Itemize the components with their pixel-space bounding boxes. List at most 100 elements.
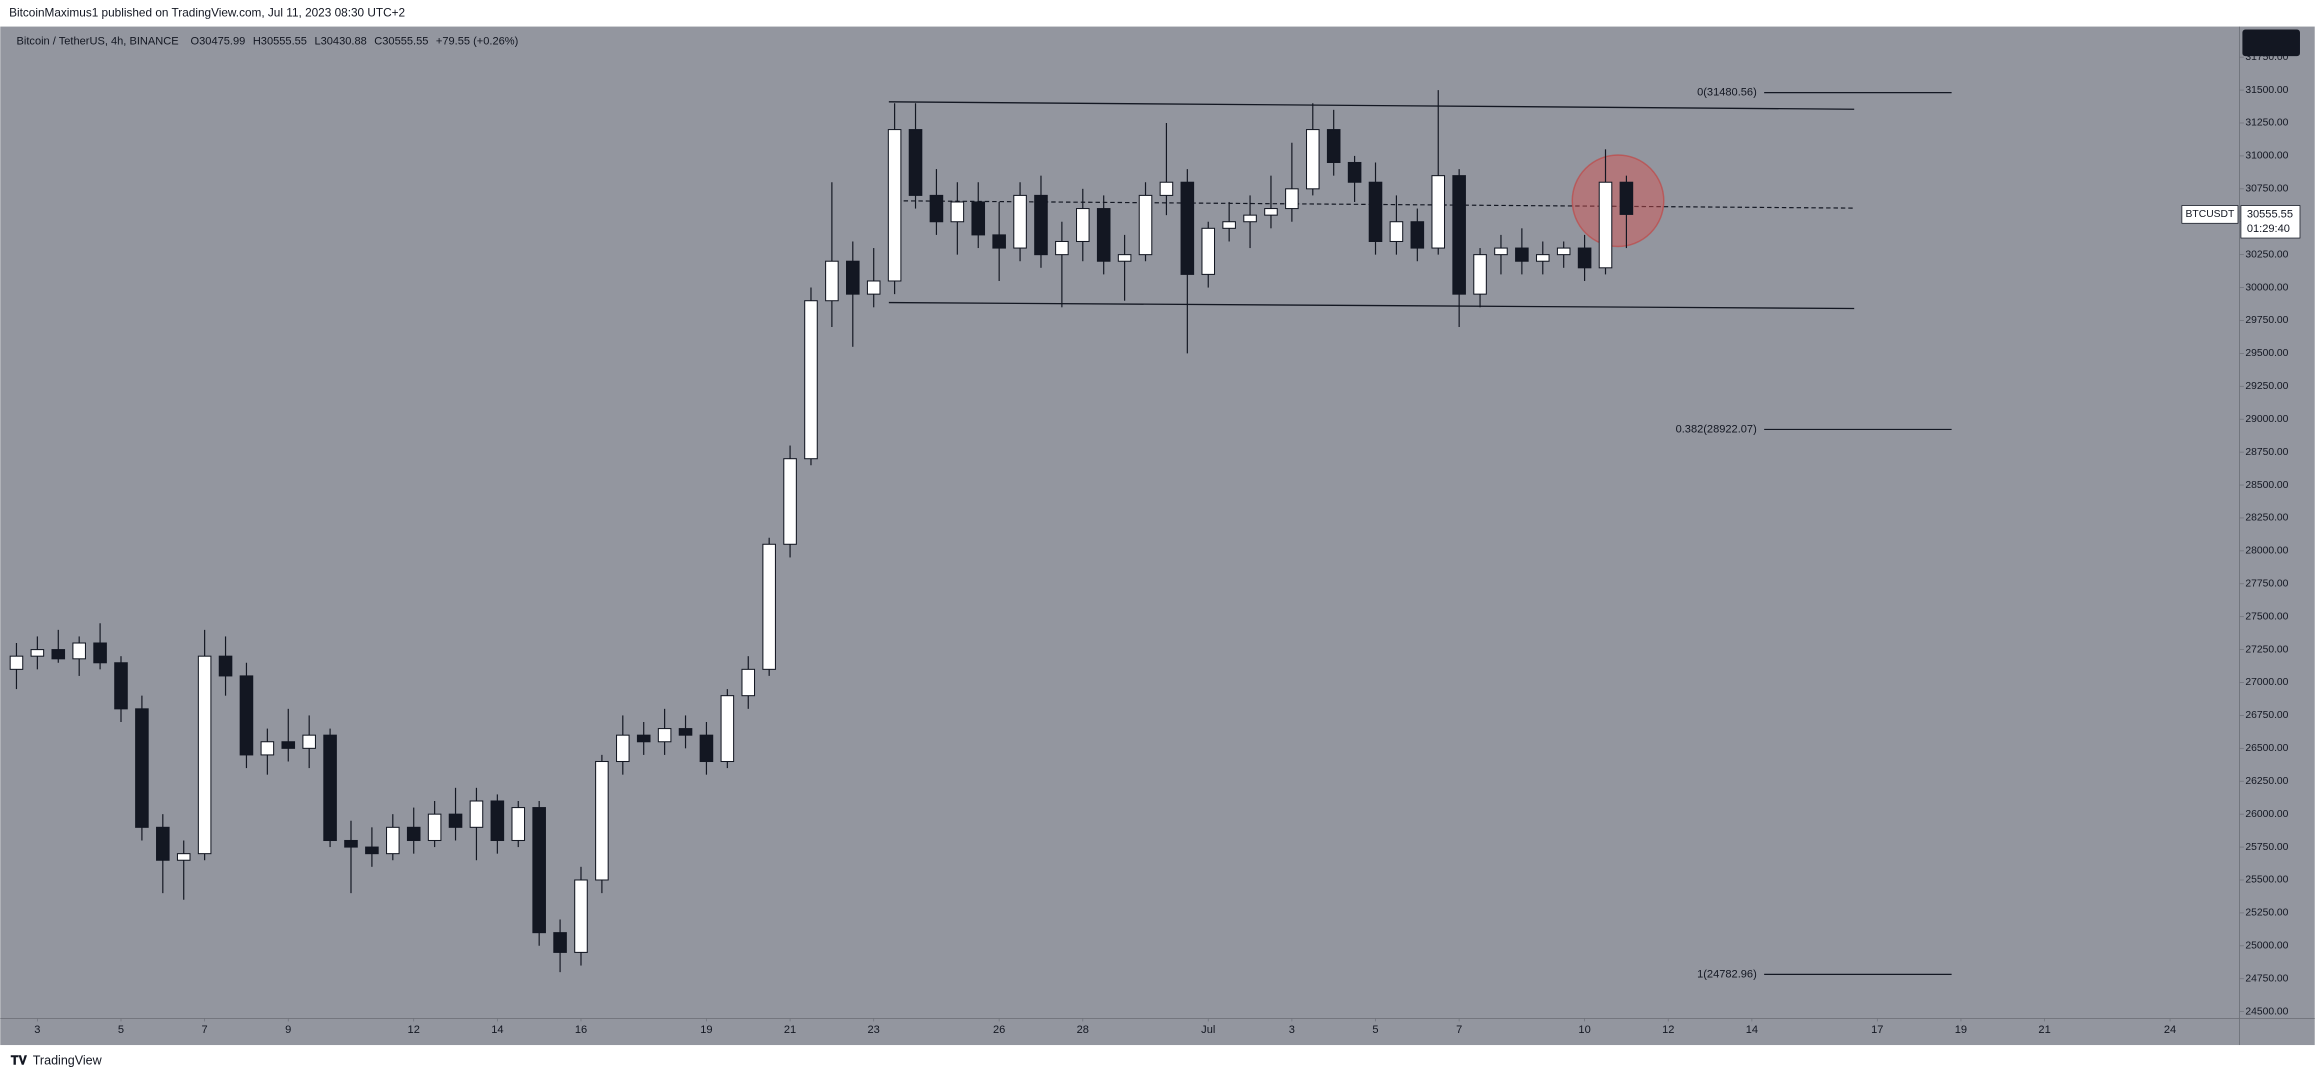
x-tick-label: 28 [1077,1024,1089,1036]
y-tick-label: 24750.00 [2245,973,2288,984]
y-tick-label: 28750.00 [2245,447,2288,458]
candle-body [971,201,986,236]
candle-body [825,260,839,302]
x-tick-label: Jul [1201,1024,1215,1036]
y-tick-label: 26250.00 [2245,776,2288,787]
y-tick-label: 31500.00 [2245,85,2288,96]
candle-body [866,280,881,295]
candle-body [365,846,379,855]
candle-body [30,649,45,657]
candle-body [1243,214,1257,223]
symbol-label: BTCUSDT [2186,209,2235,220]
y-tick-label: 25250.00 [2245,908,2288,919]
candle-body [1473,254,1487,295]
y-tick-label: 24500.00 [2245,1006,2288,1017]
candle-body [846,260,860,295]
candle-body [1347,161,1362,183]
candle-body [469,800,484,828]
marks: 24500.00 24750.00 25000.00 25250.00 25500.00… [9,52,2301,1036]
symbol-label-box [2181,205,2239,224]
y-tick-label: 25750.00 [2245,842,2288,853]
candle-body [93,642,107,664]
candle-body [1577,247,1592,269]
candle-body [1055,240,1069,256]
x-tick-label: 19 [1955,1024,1967,1036]
candle-body [1138,194,1153,256]
x-tick-label: 14 [491,1024,503,1036]
candle-body [532,807,546,934]
chart-background [0,26,2315,1046]
x-tick-label: 21 [2038,1024,2050,1036]
y-tick-label: 30000.00 [2245,282,2288,293]
candle-body [1076,208,1090,242]
candle-body [1494,247,1508,256]
candle-body [908,129,923,196]
candle-body [992,234,1006,249]
candle-body [887,129,902,282]
x-tick-label: 19 [700,1024,712,1036]
y-tick-label: 28500.00 [2245,480,2288,491]
y-tick-label: 28000.00 [2245,546,2288,557]
x-tick-label: 5 [118,1024,124,1036]
symbol: Bitcoin / TetherUS, 4h, BINANCE [17,35,179,47]
candle-body [1180,181,1195,275]
candle-body [783,458,797,545]
ohlc-open: O30475.99 [191,35,246,47]
highlight-circle [1571,154,1665,248]
candle-body [1556,247,1571,256]
candle-body [1619,181,1634,215]
candle-body [1305,129,1320,190]
y-tick-label: 29000.00 [2245,414,2288,425]
toolbar-button[interactable] [2242,29,2300,57]
candle-body [616,734,630,763]
candle-body [9,655,24,670]
candle-body [218,655,233,677]
candle-body [1159,181,1174,196]
y-tick-label: 26750.00 [2245,710,2288,721]
candle-body [1264,208,1278,216]
ohlc-high: H30555.55 [253,35,307,47]
candle-body [1389,221,1404,242]
y-tick-label: 25000.00 [2245,941,2288,952]
candle-body [260,741,275,756]
x-tick-label: 17 [1871,1024,1883,1036]
y-tick-label: 27750.00 [2245,579,2288,590]
x-tick-label: 21 [784,1024,796,1036]
candle-body [1598,181,1613,269]
candle-body [1096,208,1111,262]
candle-body [448,813,463,828]
candle-body [1431,175,1446,249]
symbol-header: Bitcoin / TetherUS, 4h, BINANCE O30475.9… [17,35,519,47]
x-tick-label: 12 [1662,1024,1674,1036]
ohlc-low: L30430.88 [314,35,366,47]
candle-body [281,741,296,749]
candle-body [636,734,651,743]
candle-body [1515,247,1529,262]
y-tick-label: 26500.00 [2245,743,2288,754]
x-tick-label: 14 [1746,1024,1758,1036]
candle-body [699,734,714,763]
candle-body [553,932,567,953]
candle-body [490,800,505,842]
published-note: BitcoinMaximus1 published on TradingView… [9,5,405,19]
candle-body [720,695,735,763]
candle-body [344,839,358,848]
y-tick-label: 27000.00 [2245,677,2288,688]
fib-level-label: 1(24782.96) [1697,968,1757,980]
footer-brand: TradingView [33,1054,103,1068]
last-price-box [2240,205,2301,239]
candle-body [929,194,944,223]
x-tick-label: 3 [1289,1024,1295,1036]
y-tick-label: 30750.00 [2245,184,2288,195]
candle-body [1117,254,1132,262]
candle-body [595,760,609,881]
candle-body [574,879,588,953]
x-tick-label: 7 [1456,1024,1462,1036]
candle-body [386,826,400,855]
channel-top [888,101,1855,110]
candle-body [135,708,149,828]
y-tick-label: 25500.00 [2245,875,2288,886]
candle-body [511,807,526,842]
candle-body [1013,194,1027,249]
